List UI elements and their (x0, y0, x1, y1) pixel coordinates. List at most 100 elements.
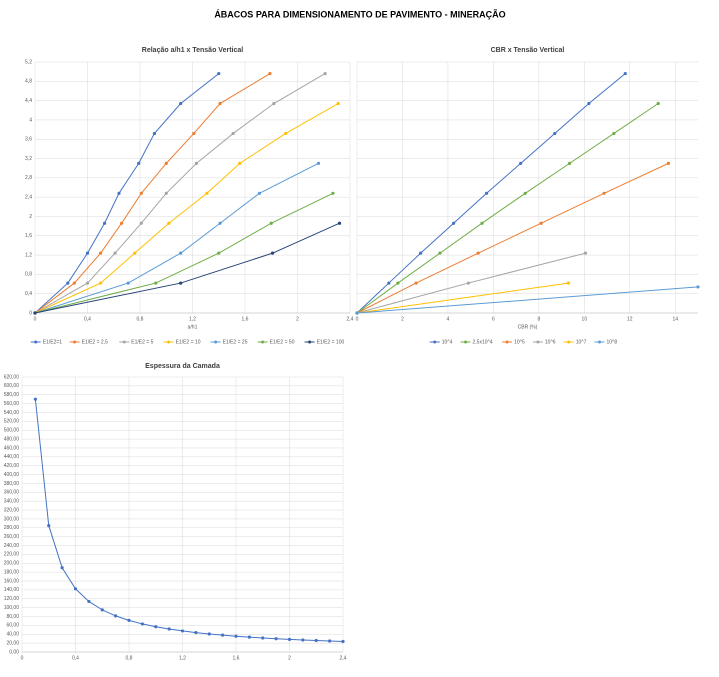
data-point (612, 131, 616, 136)
data-point (414, 281, 418, 285)
data-point (137, 161, 141, 165)
x-tick-label: 2 (401, 316, 404, 322)
x-tick-label: 1,2 (189, 316, 196, 322)
data-point (164, 161, 168, 165)
y-tick-label: 620,00 (4, 374, 20, 380)
y-tick-label: 80,00 (6, 614, 19, 620)
y-tick-label: 140,00 (4, 587, 20, 593)
data-point (85, 281, 90, 285)
data-point (140, 622, 144, 626)
x-tick-label: 0 (356, 316, 359, 322)
x-tick-label: 4 (447, 316, 450, 322)
data-point (60, 566, 64, 570)
data-point (387, 281, 391, 285)
x-tick-label: 14 (672, 316, 678, 322)
data-point (269, 221, 273, 225)
chart-title: Espessura da Camada (145, 363, 220, 370)
data-point (231, 131, 235, 136)
y-tick-label: 520,00 (4, 419, 20, 425)
y-tick-label: 240,00 (4, 543, 20, 549)
legend-label: E1/E2 = 100 (317, 339, 345, 345)
y-tick-label: 540,00 (4, 410, 20, 416)
legend-label: 2,5x10^4 (473, 339, 493, 345)
data-point (179, 101, 183, 106)
y-tick-label: 300,00 (4, 516, 20, 522)
legend-marker (308, 340, 312, 344)
legend-label: 10^5 (514, 339, 525, 345)
data-point (480, 221, 484, 225)
y-tick-label: 40,00 (6, 632, 19, 638)
data-point (270, 251, 275, 255)
data-point (314, 638, 318, 643)
data-point (583, 251, 588, 255)
legend-label: 10^6 (545, 339, 556, 345)
data-point (167, 221, 171, 225)
series-line (356, 282, 569, 314)
data-point (247, 635, 251, 639)
data-point (167, 627, 171, 631)
x-tick-label: 2,4 (340, 655, 347, 661)
y-tick-label: 0,4 (25, 291, 32, 297)
legend-marker (505, 340, 509, 344)
data-point (268, 71, 272, 76)
legend-marker (433, 340, 437, 344)
y-tick-label: 2,4 (25, 194, 32, 200)
data-point (666, 161, 671, 165)
x-tick-label: 2 (288, 655, 291, 661)
y-tick-label: 4,4 (25, 98, 32, 104)
data-point (152, 131, 157, 136)
data-point (194, 161, 199, 165)
data-point (341, 639, 345, 644)
legend-marker (73, 340, 77, 344)
data-point (217, 251, 221, 255)
x-tick-label: 0 (34, 316, 37, 322)
y-tick-label: 20,00 (6, 640, 19, 646)
data-point (336, 101, 340, 106)
y-tick-label: 60,00 (6, 623, 19, 629)
data-point (114, 614, 118, 618)
legend-label: 10^4 (442, 339, 453, 345)
y-tick-label: 0,8 (25, 272, 32, 278)
data-point (218, 101, 222, 106)
data-point (301, 638, 305, 642)
data-point (519, 161, 523, 165)
y-tick-label: 400,00 (4, 472, 20, 478)
data-point (355, 311, 359, 315)
legend-marker (464, 340, 467, 344)
series-line (356, 162, 669, 314)
data-point (466, 281, 470, 285)
data-point (452, 221, 456, 225)
y-tick-label: 2 (29, 214, 32, 220)
chart-title: CBR x Tensão Vertical (491, 47, 565, 54)
data-point (272, 101, 276, 106)
y-tick-label: 1,2 (25, 252, 32, 258)
y-tick-label: 5,2 (25, 59, 32, 65)
data-point (331, 191, 335, 195)
legend-label: E1/E2 = 50 (270, 339, 295, 345)
y-tick-label: 4,8 (25, 79, 32, 85)
data-point (194, 630, 198, 635)
y-tick-label: 180,00 (4, 569, 20, 575)
y-tick-label: 0 (29, 310, 32, 316)
data-point (66, 281, 70, 285)
y-tick-label: 100,00 (4, 605, 20, 611)
data-point (656, 101, 660, 106)
legend-marker (567, 340, 571, 344)
data-point (100, 608, 104, 612)
y-tick-label: 0,00 (9, 649, 19, 655)
data-point (120, 221, 124, 225)
y-tick-label: 1,6 (25, 233, 32, 239)
series-line (34, 73, 220, 314)
y-tick-label: 280,00 (4, 525, 20, 531)
data-point (696, 285, 700, 289)
y-tick-label: 120,00 (4, 596, 20, 602)
data-point (523, 191, 527, 195)
x-tick-label: 0,4 (72, 655, 79, 661)
x-tick-label: 6 (492, 316, 495, 322)
x-axis-label: CBR (%) (518, 324, 538, 330)
data-point (72, 281, 76, 285)
data-point (566, 281, 571, 285)
data-point (274, 637, 278, 641)
x-tick-label: 2,4 (347, 316, 354, 322)
y-tick-label: 420,00 (4, 463, 20, 469)
